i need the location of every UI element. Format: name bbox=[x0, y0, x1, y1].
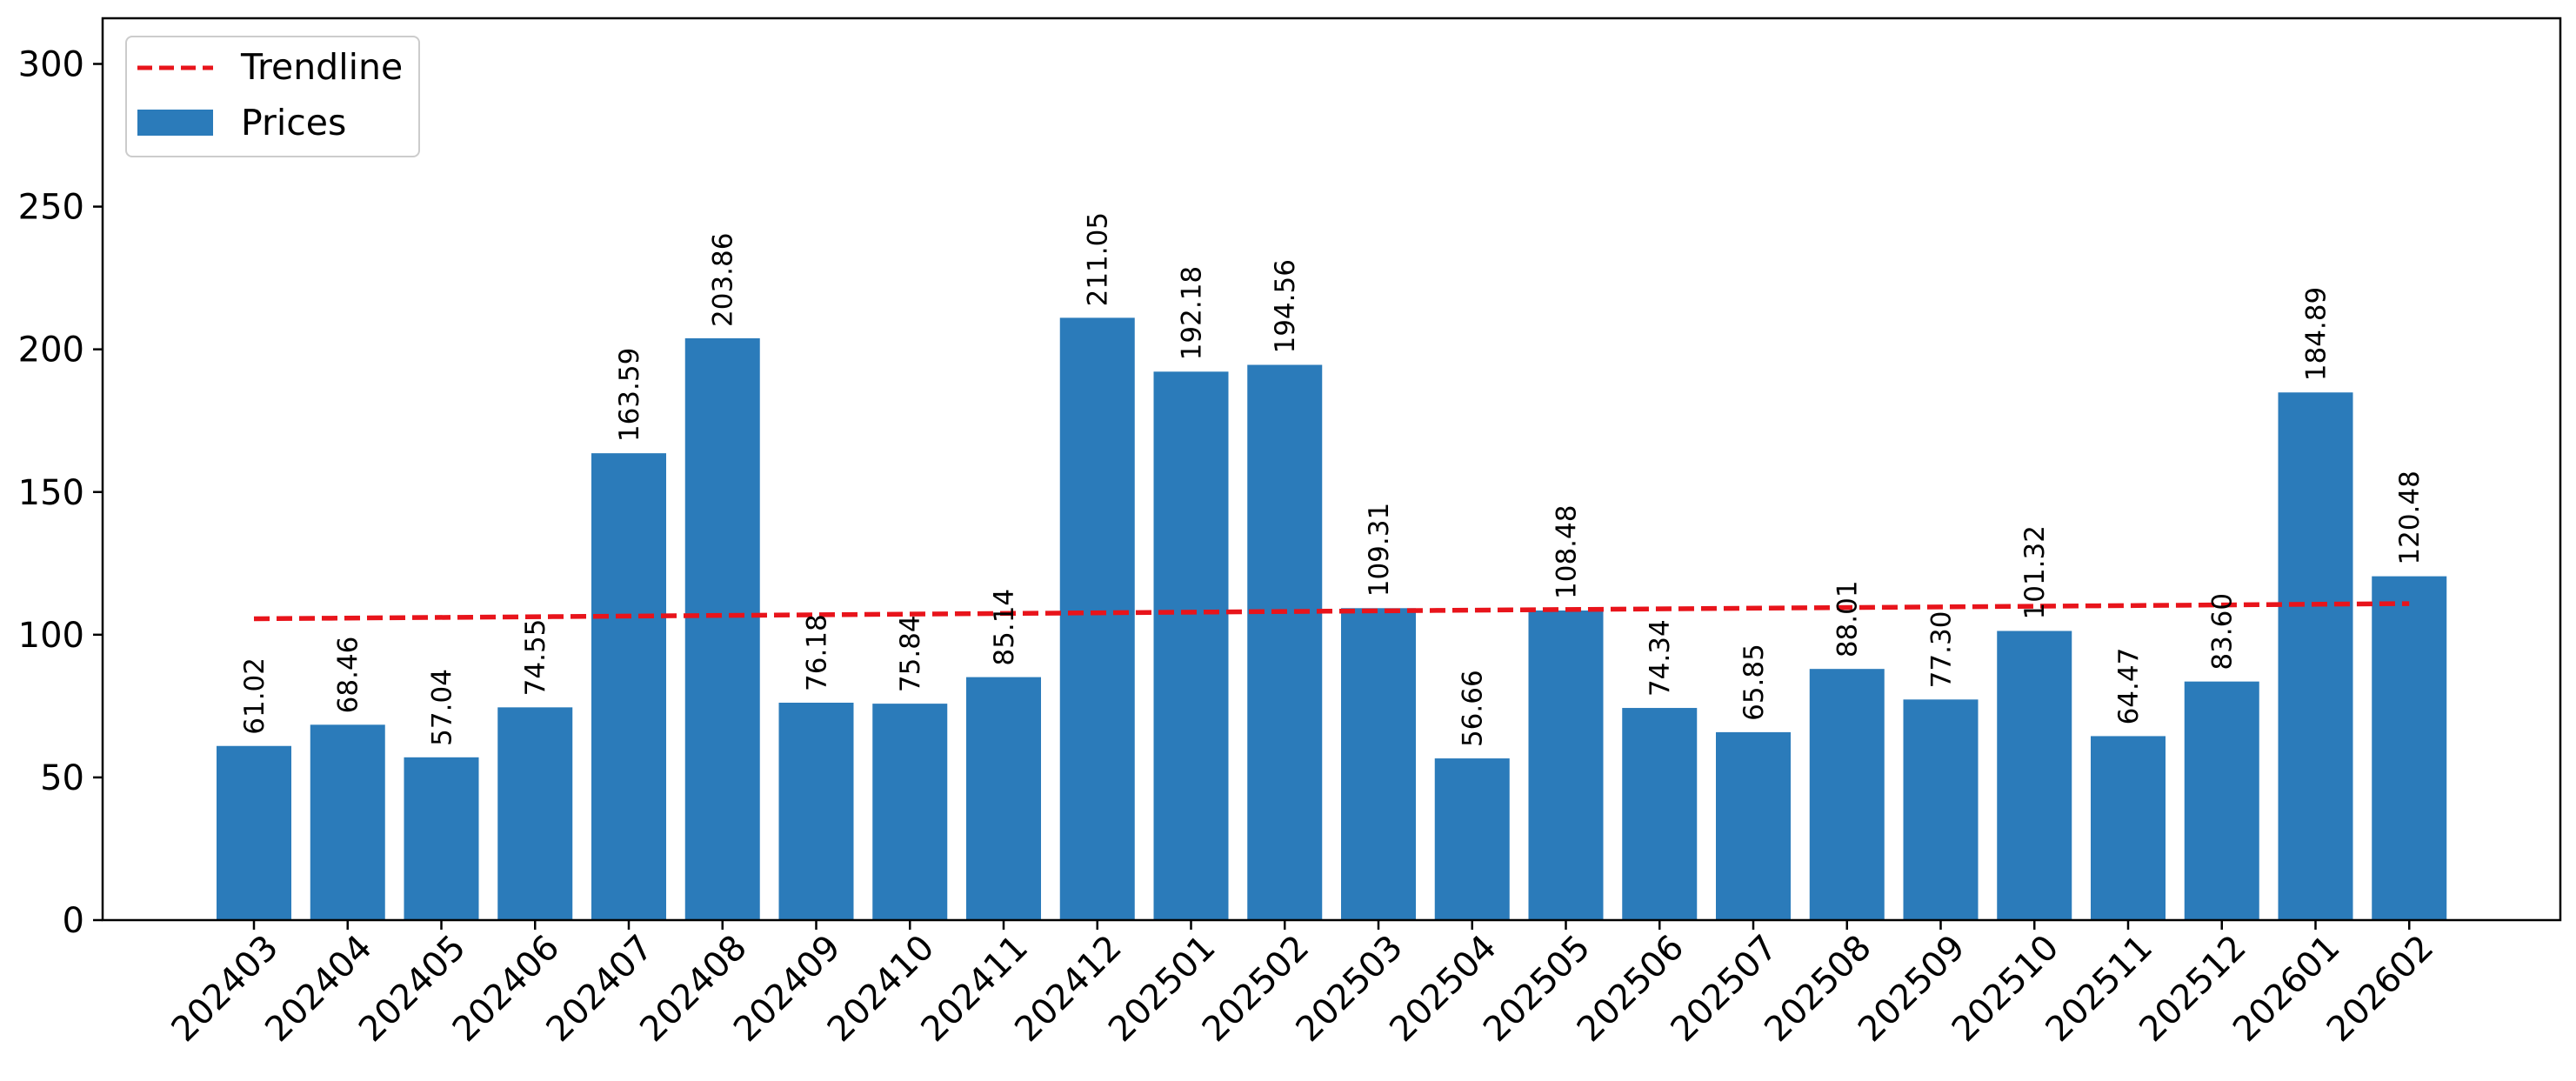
legend-prices-swatch bbox=[137, 110, 213, 136]
y-tick-label: 0 bbox=[63, 901, 84, 941]
bar bbox=[2278, 392, 2353, 920]
bar bbox=[217, 745, 291, 920]
bar-value-label: 61.02 bbox=[239, 657, 270, 735]
bar-value-label: 192.18 bbox=[1177, 266, 1208, 360]
bar bbox=[872, 704, 948, 920]
bar bbox=[778, 703, 854, 920]
legend: Trendline Prices bbox=[125, 36, 420, 157]
bar-value-label: 203.86 bbox=[708, 233, 739, 327]
bar-value-label: 194.56 bbox=[1270, 259, 1301, 353]
bar-value-label: 57.04 bbox=[427, 669, 458, 746]
bar-value-label: 68.46 bbox=[333, 637, 364, 714]
bar-value-label: 109.31 bbox=[1364, 503, 1395, 597]
bar bbox=[2091, 736, 2166, 920]
bar bbox=[1622, 708, 1698, 920]
bar-value-label: 108.48 bbox=[1552, 505, 1583, 599]
bar-value-label: 75.84 bbox=[895, 615, 926, 692]
bar bbox=[1716, 731, 1791, 920]
bar-value-label: 77.30 bbox=[1926, 611, 1958, 689]
bar bbox=[966, 677, 1041, 920]
bar-value-label: 56.66 bbox=[1458, 670, 1489, 747]
bar bbox=[1434, 758, 1510, 920]
bar-value-label: 83.60 bbox=[2207, 593, 2239, 671]
bars-layer bbox=[217, 317, 2447, 920]
bar-value-label: 85.14 bbox=[989, 589, 1020, 666]
bar bbox=[1903, 699, 1979, 920]
bar-value-label: 88.01 bbox=[1832, 580, 1864, 657]
y-tick-label: 150 bbox=[18, 473, 84, 513]
y-tick-label: 250 bbox=[18, 188, 84, 228]
y-tick-label: 200 bbox=[18, 330, 84, 370]
bar-value-label: 211.05 bbox=[1083, 212, 1114, 306]
bar-value-label: 163.59 bbox=[614, 348, 645, 442]
trendline bbox=[253, 601, 2410, 622]
data-labels-layer: 61.02 68.46 57.04 74.55 163.59 203.86 76.18 75.… bbox=[239, 212, 2426, 747]
bar bbox=[1809, 669, 1885, 920]
trendline-layer bbox=[253, 601, 2410, 622]
bar-value-label: 120.48 bbox=[2394, 470, 2426, 564]
bar-value-label: 74.55 bbox=[520, 619, 551, 697]
bar bbox=[2184, 681, 2259, 920]
bar-value-label: 64.47 bbox=[2113, 648, 2145, 725]
legend-label-prices: Prices bbox=[241, 102, 346, 143]
bar-value-label: 184.89 bbox=[2301, 287, 2332, 381]
bar bbox=[1059, 317, 1135, 920]
y-tick-label: 100 bbox=[18, 616, 84, 656]
bar bbox=[2372, 576, 2447, 920]
bar-value-label: 74.34 bbox=[1645, 619, 1676, 697]
bar bbox=[497, 707, 573, 920]
bar bbox=[1341, 608, 1416, 920]
bar bbox=[404, 757, 479, 920]
plot-frame bbox=[101, 17, 2562, 922]
y-tick-label: 50 bbox=[40, 758, 84, 798]
bar bbox=[591, 453, 666, 920]
y-tick-label: 300 bbox=[18, 45, 84, 85]
bar bbox=[684, 338, 760, 920]
legend-label-trendline: Trendline bbox=[240, 46, 403, 88]
bar-value-label: 76.18 bbox=[802, 614, 833, 691]
bar bbox=[1997, 631, 2072, 920]
bar-value-label: 101.32 bbox=[2019, 525, 2051, 619]
bar bbox=[1153, 371, 1229, 920]
bar-value-label: 65.85 bbox=[1738, 644, 1770, 721]
bar bbox=[1528, 611, 1604, 920]
bar bbox=[1247, 364, 1323, 920]
bar bbox=[310, 724, 385, 920]
